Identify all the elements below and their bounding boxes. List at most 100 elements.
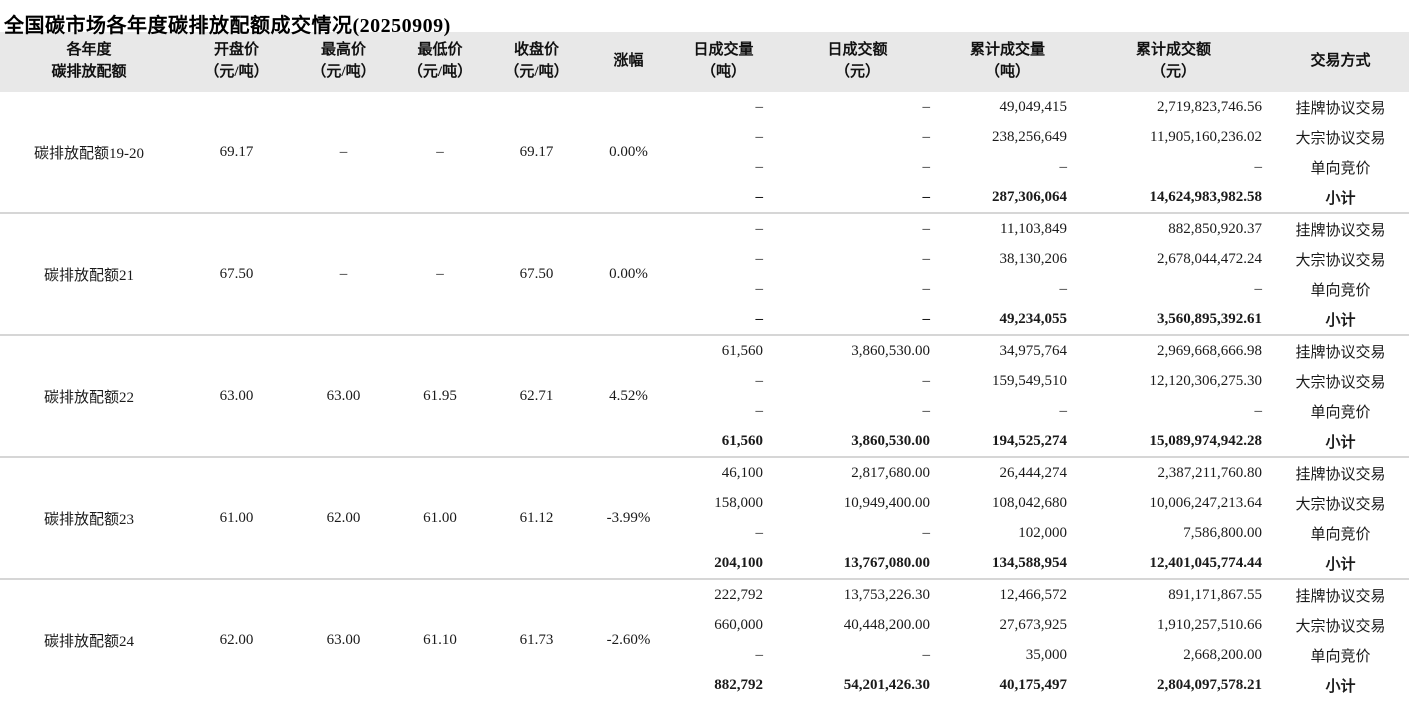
daily-volume: 158,000 (714, 494, 763, 511)
close-price: 62.71 (519, 387, 554, 404)
cumulative-volume: 102,000 (1018, 524, 1067, 541)
cumulative-volume: 35,000 (1025, 646, 1067, 663)
daily-volume: – (755, 250, 764, 267)
daily-amount: 54,201,426.30 (843, 676, 930, 693)
subtotal-row: 204,100 13,767,080.00 134,588,954 12,401… (0, 548, 1409, 579)
subtotal-row: – – 49,234,055 3,560,895,392.61 小计 (0, 304, 1409, 335)
table-row: 碳排放配额23 61.00 62.00 61.00 61.12 -3.99% 4… (0, 457, 1409, 528)
allowance-name: 碳排放配额21 (43, 267, 134, 284)
table-row: – – 238,256,649 11,905,160,236.02 大宗协议交易 (0, 122, 1409, 152)
daily-amount: – (922, 158, 931, 175)
col-header-cum-amount: 累计成交额 （元） (1075, 32, 1272, 92)
cumulative-volume: 194,525,274 (992, 432, 1067, 449)
cumulative-volume: 159,549,510 (992, 372, 1067, 389)
daily-amount: – (922, 98, 931, 115)
cumulative-amount: – (1254, 158, 1263, 175)
daily-volume: – (755, 402, 764, 419)
allowance-group-23: 碳排放配额23 61.00 62.00 61.00 61.12 -3.99% 4… (0, 457, 1409, 579)
cumulative-amount: 12,120,306,275.30 (1149, 372, 1263, 389)
col-header-method: 交易方式 (1272, 32, 1409, 92)
open-price: 61.00 (219, 509, 254, 526)
daily-amount: 3,860,530.00 (851, 432, 930, 449)
daily-volume: – (755, 188, 764, 205)
change-percent: 0.00% (609, 143, 648, 160)
table-row: 碳排放配额21 67.50 – – 67.50 0.00% – – 11,103… (0, 213, 1409, 284)
cumulative-volume: 287,306,064 (992, 188, 1067, 205)
cumulative-volume: 238,256,649 (992, 128, 1067, 145)
cumulative-volume: – (1059, 402, 1068, 419)
daily-volume: 61,560 (721, 342, 763, 359)
daily-volume: – (755, 220, 764, 237)
cumulative-amount: 15,089,974,942.28 (1149, 432, 1263, 449)
cumulative-amount: 2,387,211,760.80 (1157, 464, 1262, 481)
low-price: 61.10 (423, 631, 457, 648)
page-title: 全国碳市场各年度碳排放配额成交情况(20250909) (4, 15, 451, 37)
col-header-high: 最高价 （元/吨） (295, 32, 392, 92)
cumulative-amount: 7,586,800.00 (1183, 524, 1262, 541)
table-row: – – 38,130,206 2,678,044,472.24 大宗协议交易 (0, 244, 1409, 274)
daily-amount: – (922, 188, 931, 205)
trade-method: 单向竞价 (1310, 160, 1371, 177)
trade-method: 小计 (1325, 190, 1356, 207)
daily-amount: – (922, 128, 931, 145)
allowance-group-22: 碳排放配额22 63.00 63.00 61.95 62.71 4.52% 61… (0, 335, 1409, 457)
col-header-daily-volume: 日成交量 （吨） (672, 32, 775, 92)
close-price: 61.73 (519, 631, 554, 648)
cumulative-amount: 2,969,668,666.98 (1157, 342, 1262, 359)
cumulative-volume: 12,466,572 (999, 586, 1068, 603)
trade-method: 小计 (1325, 678, 1356, 695)
open-price: 63.00 (219, 387, 254, 404)
low-price: – (436, 265, 444, 282)
table-row: 碳排放配额22 63.00 63.00 61.95 62.71 4.52% 61… (0, 335, 1409, 406)
col-header-change: 涨幅 (585, 32, 672, 92)
col-header-close: 收盘价 （元/吨） (488, 32, 585, 92)
daily-amount: – (922, 220, 931, 237)
allowance-name: 碳排放配额19-20 (34, 145, 144, 162)
high-price: 63.00 (326, 387, 361, 404)
table-row: – – 102,000 7,586,800.00 单向竞价 (0, 518, 1409, 548)
daily-amount: 2,817,680.00 (851, 464, 930, 481)
cumulative-volume: 11,103,849 (1000, 220, 1067, 237)
trade-method: 挂牌协议交易 (1295, 588, 1386, 605)
cumulative-volume: 49,234,055 (999, 310, 1068, 327)
trade-method: 单向竞价 (1310, 648, 1371, 665)
open-price: 69.17 (219, 143, 254, 160)
daily-volume: 882,792 (714, 676, 763, 693)
table-row: 碳排放配额19-20 69.17 – – 69.17 0.00% – – 49,… (0, 92, 1409, 162)
high-price: – (339, 143, 348, 160)
allowance-group-21: 碳排放配额21 67.50 – – 67.50 0.00% – – 11,103… (0, 213, 1409, 335)
cumulative-amount: 11,905,160,236.02 (1150, 128, 1262, 145)
daily-amount: – (922, 250, 931, 267)
change-percent: 0.00% (609, 265, 648, 282)
daily-amount: 13,753,226.30 (843, 586, 930, 603)
subtotal-row: 882,792 54,201,426.30 40,175,497 2,804,0… (0, 670, 1409, 700)
trade-method: 挂牌协议交易 (1295, 344, 1386, 361)
cumulative-volume: 38,130,206 (999, 250, 1068, 267)
daily-amount: 40,448,200.00 (843, 616, 930, 633)
trade-method: 挂牌协议交易 (1295, 100, 1386, 117)
table-row: – – 159,549,510 12,120,306,275.30 大宗协议交易 (0, 366, 1409, 396)
daily-amount: – (922, 646, 931, 663)
close-price: 61.12 (519, 509, 554, 526)
open-price: 67.50 (219, 265, 254, 282)
daily-volume: – (755, 158, 764, 175)
trade-method: 小计 (1325, 556, 1356, 573)
trade-method: 单向竞价 (1310, 282, 1371, 299)
cumulative-amount: 882,850,920.37 (1168, 220, 1262, 237)
trade-method: 大宗协议交易 (1295, 618, 1386, 635)
daily-amount: – (922, 280, 931, 297)
daily-amount: 3,860,530.00 (851, 342, 930, 359)
cumulative-volume: 134,588,954 (992, 554, 1067, 571)
high-price: – (339, 265, 348, 282)
trade-method: 大宗协议交易 (1295, 252, 1386, 269)
trade-method: 挂牌协议交易 (1295, 222, 1386, 239)
allowance-name: 碳排放配额22 (43, 389, 134, 406)
allowance-name: 碳排放配额23 (43, 511, 134, 528)
trade-method: 大宗协议交易 (1295, 374, 1386, 391)
cumulative-volume: – (1059, 280, 1068, 297)
cumulative-volume: 40,175,497 (999, 676, 1068, 693)
cumulative-amount: 1,910,257,510.66 (1157, 616, 1262, 633)
change-percent: -3.99% (606, 509, 651, 526)
table-row: – – – – 单向竞价 (0, 274, 1409, 304)
subtotal-row: 61,560 3,860,530.00 194,525,274 15,089,9… (0, 426, 1409, 457)
